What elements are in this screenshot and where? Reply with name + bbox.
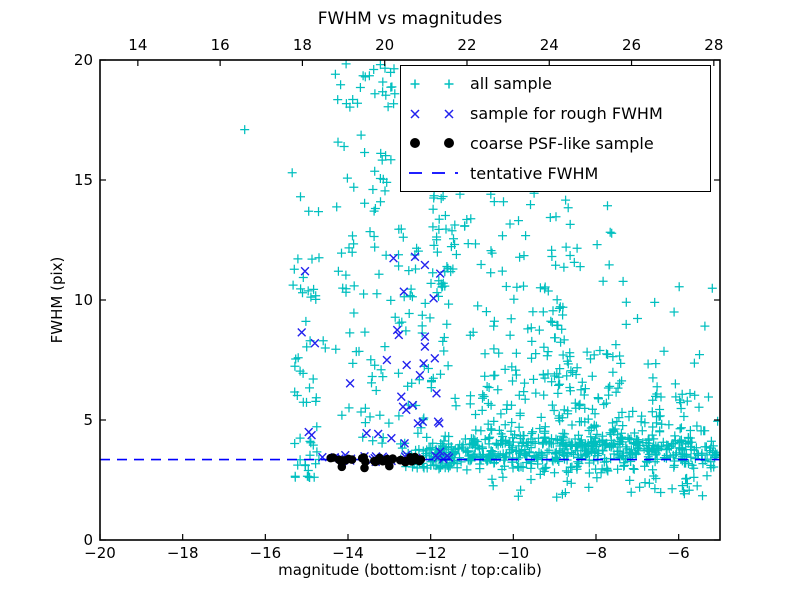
x-bottom-tick-label: −14 — [332, 544, 364, 562]
x-top-tick-label: 18 — [292, 36, 312, 54]
legend-label: all sample — [470, 74, 552, 94]
y-tick-label: 0 — [83, 531, 93, 549]
x-top-tick-label: 22 — [457, 36, 477, 54]
series-layer — [100, 60, 720, 502]
chart-title: FWHM vs magnitudes — [317, 9, 503, 29]
plus-marker-icon — [410, 79, 454, 89]
x-top-tick-label: 28 — [704, 36, 724, 54]
x-top-tick-label: 26 — [621, 36, 642, 54]
x-bottom-tick-label: −6 — [667, 544, 690, 562]
dot-marker-icon — [410, 138, 454, 149]
series-sample-for-rough-fwhm — [297, 252, 454, 467]
x-top-tick-label: 24 — [539, 36, 559, 54]
legend: all sample sample for rough FWHM coarse … — [400, 65, 711, 192]
dashed-line-icon — [409, 172, 458, 175]
legend-label: sample for rough FWHM — [470, 104, 663, 124]
x-axis-label: magnitude (bottom:isnt / top:calib) — [278, 561, 542, 579]
y-tick-label: 15 — [73, 171, 93, 189]
y-tick-label: 20 — [73, 51, 93, 69]
x-bottom-tick-label: −8 — [584, 544, 608, 562]
x-bottom-tick-label: −16 — [249, 544, 282, 562]
x-bottom-tick-label: −18 — [166, 544, 199, 562]
series-all-sample — [240, 60, 720, 502]
legend-label: coarse PSF-like sample — [470, 133, 654, 153]
legend-entry-all-sample: all sample — [401, 71, 710, 97]
x-marker-icon — [410, 109, 454, 119]
x-top-tick-label: 16 — [210, 36, 230, 54]
legend-label: tentative FWHM — [470, 163, 599, 183]
x-bottom-tick-label: −12 — [414, 544, 447, 562]
series-coarse-psf-like-sample — [326, 452, 426, 473]
y-tick-label: 10 — [73, 291, 93, 309]
x-top-tick-label: 14 — [128, 36, 148, 54]
tick-marks — [99, 59, 720, 541]
legend-entry-psf-sample: coarse PSF-like sample — [401, 130, 710, 156]
x-bottom-tick-label: −10 — [497, 544, 530, 562]
x-bottom-tick-label: −20 — [84, 544, 116, 562]
legend-entry-rough-fwhm: sample for rough FWHM — [401, 101, 710, 127]
x-top-tick-label: 20 — [375, 36, 395, 54]
y-tick-label: 5 — [83, 411, 93, 429]
legend-entry-tentative-fwhm: tentative FWHM — [401, 160, 710, 186]
